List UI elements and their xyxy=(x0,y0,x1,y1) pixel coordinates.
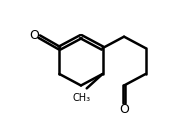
Text: O: O xyxy=(119,103,129,116)
Text: O: O xyxy=(29,29,39,43)
Text: CH₃: CH₃ xyxy=(73,93,91,103)
